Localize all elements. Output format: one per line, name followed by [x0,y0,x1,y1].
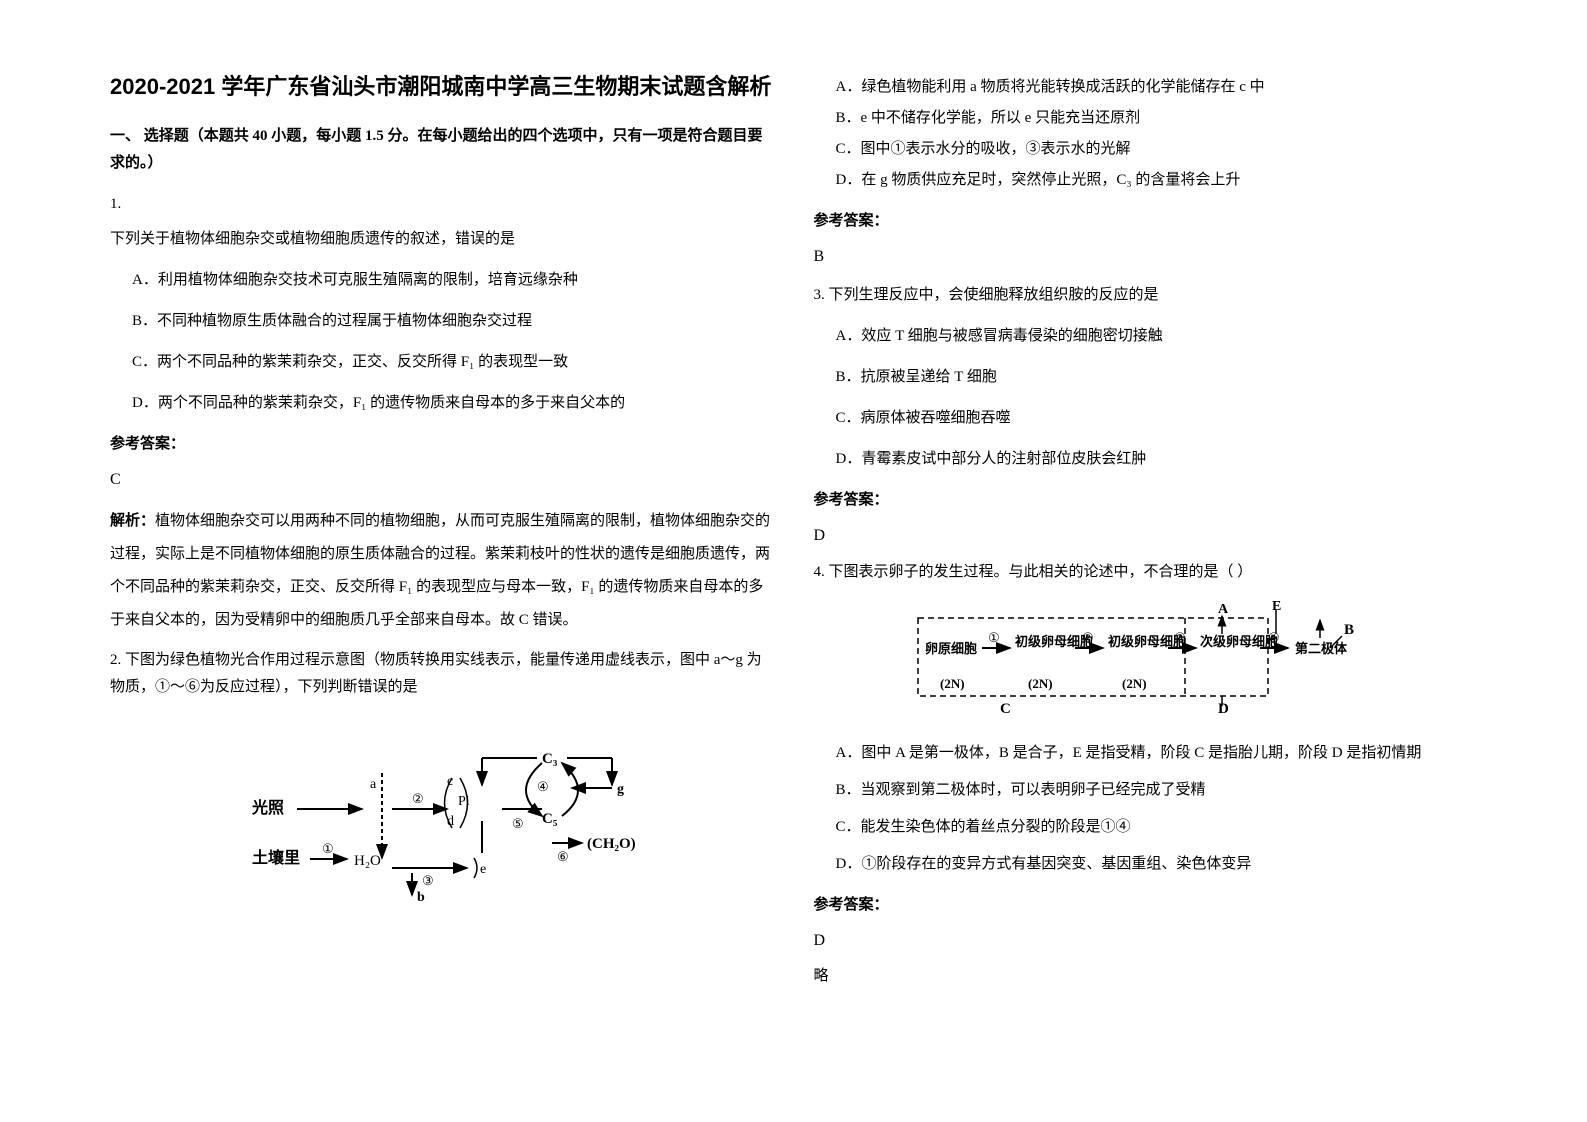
q3-answer-label: 参考答案： [814,487,1478,514]
q3-option-b: B．抗原被呈递给 T 细胞 [836,364,1478,391]
lblA: A [1218,602,1229,617]
q4-option-a: A．图中 A 是第一极体，B 是合子，E 是指受精，阶段 C 是指胎儿期，阶段 … [836,740,1478,767]
cell5a: 第二极体 [1295,641,1348,656]
q2-number: 2. [110,652,121,668]
q1-option-c: C．两个不同品种的紫茉莉杂交，正交、反交所得 F₁ 的表现型一致 [132,349,774,376]
q2-stem: 下图为绿色植物光合作用过程示意图（物质转换用实线表示，能量传递用虚线表示，图中 … [110,652,762,695]
document-title: 2020-2021 学年广东省汕头市潮阳城南中学高三生物期末试题含解析 [110,70,774,103]
q3-option-c: C．病原体被吞噬细胞吞噬 [836,405,1478,432]
label-n1: ① [322,841,334,856]
arc1: ① [988,630,1000,645]
q1-answer-label: 参考答案： [110,431,774,458]
q3-stem: 下列生理反应中，会使细胞释放组织胺的反应的是 [829,287,1159,303]
label-h2o: H₂O [354,853,381,869]
label-ch2o: (CH₂O) [587,836,636,852]
explanation-label: 解析： [110,513,155,529]
pl2: (2N) [1028,676,1053,691]
q3-answer: D [814,522,1478,551]
label-n2: ② [412,791,424,806]
label-a: a [370,777,377,792]
q2-stem-line: 2. 下图为绿色植物光合作用过程示意图（物质转换用实线表示，能量传递用虚线表示，… [110,647,774,701]
cell1: 卵原细胞 [925,641,977,656]
lblE: E [1272,599,1281,614]
q1-answer: C [110,466,774,495]
pl3: (2N) [1122,676,1147,691]
q2-option-a: A．绿色植物能利用 a 物质将光能转换成活跃的化学能储存在 c 中 [836,74,1478,101]
q1-explanation-text: 植物体细胞杂交可以用两种不同的植物细胞，从而可克服生殖隔离的限制，植物体细胞杂交… [110,513,770,628]
label-soil: 土壤里 [252,848,300,867]
q3-number: 3. [814,287,825,303]
arc3: ③ [1174,630,1186,645]
label-n4: ④ [537,779,549,794]
section-header: 一、 选择题（本题共 40 小题，每小题 1.5 分。在每小题给出的四个选项中，… [110,123,774,177]
label-c5: C₅ [542,811,558,827]
q3-option-a: A．效应 T 细胞与被感冒病毒侵染的细胞密切接触 [836,323,1478,350]
q2-answer-label: 参考答案： [814,208,1478,235]
q4-extra: 略 [814,963,1478,990]
arc2: ② [1082,630,1094,645]
lblC: C [1000,701,1011,717]
label-g: g [617,782,624,797]
label-c3: C₃ [542,751,558,767]
left-column: 2020-2021 学年广东省汕头市潮阳城南中学高三生物期末试题含解析 一、 选… [90,70,794,1082]
q2-option-c: C．图中①表示水分的吸收，③表示水的光解 [836,136,1478,163]
q4-option-d: D．①阶段存在的变异方式有基因突变、基因重组、染色体变异 [836,851,1478,878]
q1-option-d: D．两个不同品种的紫茉莉杂交，F₁ 的遗传物质来自母本的多于来自父本的 [132,390,774,417]
q4-stem: 下图表示卵子的发生过程。与此相关的论述中，不合理的是（ ） [829,564,1253,580]
q2-diagram: 光照 土壤里 ① H₂O a ② c Pi d ③ e b [110,713,774,903]
q1-stem: 下列关于植物体细胞杂交或植物细胞质遗传的叙述，错误的是 [110,226,774,253]
arc4: ④ [1268,630,1280,645]
q4-diagram: 卵原细胞 ① 初级卵母细胞 ② 初级卵母细胞 ③ 次级卵母细胞 ④ 第二极体 (… [814,598,1478,728]
q3-line: 3. 下列生理反应中，会使细胞释放组织胺的反应的是 [814,282,1478,309]
label-e: e [480,862,486,877]
q2-option-d: D．在 g 物质供应充足时，突然停止光照，C₃ 的含量将会上升 [836,167,1478,194]
q3-option-d: D．青霉素皮试中部分人的注射部位皮肤会红肿 [836,446,1478,473]
q4-option-b: B．当观察到第二极体时，可以表明卵子已经完成了受精 [836,777,1478,804]
label-n5: ⑤ [512,816,524,831]
q1-number: 1. [110,191,774,218]
q4-answer-label: 参考答案： [814,892,1478,919]
label-b: b [417,890,425,903]
q1-explanation: 解析：植物体细胞杂交可以用两种不同的植物细胞，从而可克服生殖隔离的限制，植物体细… [110,505,774,637]
right-column: A．绿色植物能利用 a 物质将光能转换成活跃的化学能储存在 c 中 B．e 中不… [794,70,1498,1082]
label-n6: ⑥ [557,849,569,864]
pl1: (2N) [940,676,965,691]
label-light: 光照 [251,798,284,817]
q4-answer: D [814,927,1478,956]
photosynthesis-diagram: 光照 土壤里 ① H₂O a ② c Pi d ③ e b [242,713,642,903]
q4-number: 4. [814,564,825,580]
oogenesis-diagram: 卵原细胞 ① 初级卵母细胞 ② 初级卵母细胞 ③ 次级卵母细胞 ④ 第二极体 (… [910,598,1380,728]
q2-option-b: B．e 中不储存化学能，所以 e 只能充当还原剂 [836,105,1478,132]
lblD: D [1218,701,1229,717]
cell4a: 次级卵母细胞 [1200,634,1278,649]
q1-option-a: A．利用植物体细胞杂交技术可克服生殖隔离的限制，培育远缘杂种 [132,267,774,294]
q2-answer: B [814,243,1478,272]
lblB: B [1344,622,1354,638]
label-n3: ③ [422,873,434,888]
q1-option-b: B．不同种植物原生质体融合的过程属于植物体细胞杂交过程 [132,308,774,335]
q4-option-c: C．能发生染色体的着丝点分裂的阶段是①④ [836,814,1478,841]
q4-line: 4. 下图表示卵子的发生过程。与此相关的论述中，不合理的是（ ） [814,559,1478,586]
